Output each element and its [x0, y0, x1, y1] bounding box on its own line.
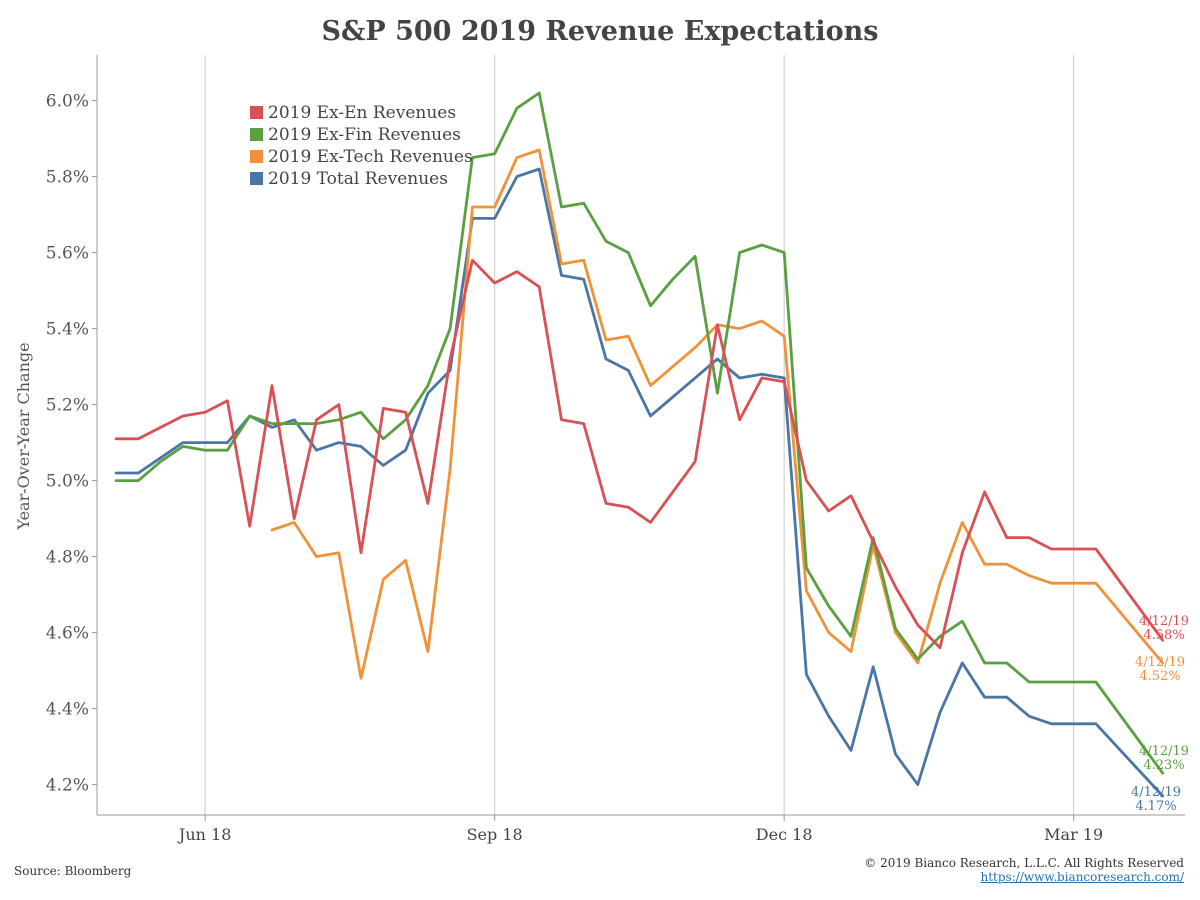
y-tick-label: 4.4%	[46, 700, 89, 720]
legend-label: 2019 Ex-Fin Revenues	[268, 125, 461, 145]
y-tick-label: 5.6%	[46, 244, 89, 264]
legend-label: 2019 Ex-En Revenues	[268, 103, 456, 123]
end-label-date: 4/12/19	[1139, 744, 1189, 759]
series-line-3	[114, 167, 1165, 798]
y-tick-label: 4.8%	[46, 548, 89, 568]
source-note: Source: Bloomberg	[14, 864, 132, 878]
series-line-2	[270, 148, 1165, 680]
end-label-value: 4.23%	[1143, 758, 1184, 773]
series-line-0	[114, 258, 1165, 650]
legend-swatch	[250, 172, 263, 185]
x-tick-label: Jun 18	[177, 825, 231, 844]
chart-title: S&P 500 2019 Revenue Expectations	[321, 16, 879, 47]
end-label-value: 4.52%	[1139, 669, 1180, 684]
x-tick-label: Sep 18	[467, 825, 523, 844]
y-tick-label: 4.2%	[46, 776, 89, 796]
y-tick-label: 4.6%	[46, 624, 89, 644]
end-label-value: 4.58%	[1143, 628, 1184, 643]
legend-swatch	[250, 150, 263, 163]
y-tick-label: 5.4%	[46, 320, 89, 340]
legend-label: 2019 Total Revenues	[268, 169, 448, 189]
end-label-date: 4/12/19	[1135, 655, 1185, 670]
legend-swatch	[250, 106, 263, 119]
y-tick-label: 5.0%	[46, 472, 89, 492]
y-tick-label: 6.0%	[46, 92, 89, 112]
website-link[interactable]: https://www.biancoresearch.com/	[980, 870, 1184, 884]
y-tick-label: 5.2%	[46, 396, 89, 416]
legend-swatch	[250, 128, 263, 141]
end-label-date: 4/12/19	[1131, 785, 1181, 800]
x-tick-label: Dec 18	[756, 825, 813, 844]
y-tick-label: 5.8%	[46, 168, 89, 188]
y-axis-title: Year-Over-Year Change	[14, 342, 33, 530]
end-label-value: 4.17%	[1135, 799, 1176, 814]
end-label-date: 4/12/19	[1139, 614, 1189, 629]
x-tick-label: Mar 19	[1044, 825, 1103, 844]
series-line-1	[114, 91, 1165, 775]
copyright-note: © 2019 Bianco Research, L.L.C. All Right…	[864, 856, 1184, 870]
legend-label: 2019 Ex-Tech Revenues	[268, 147, 473, 167]
